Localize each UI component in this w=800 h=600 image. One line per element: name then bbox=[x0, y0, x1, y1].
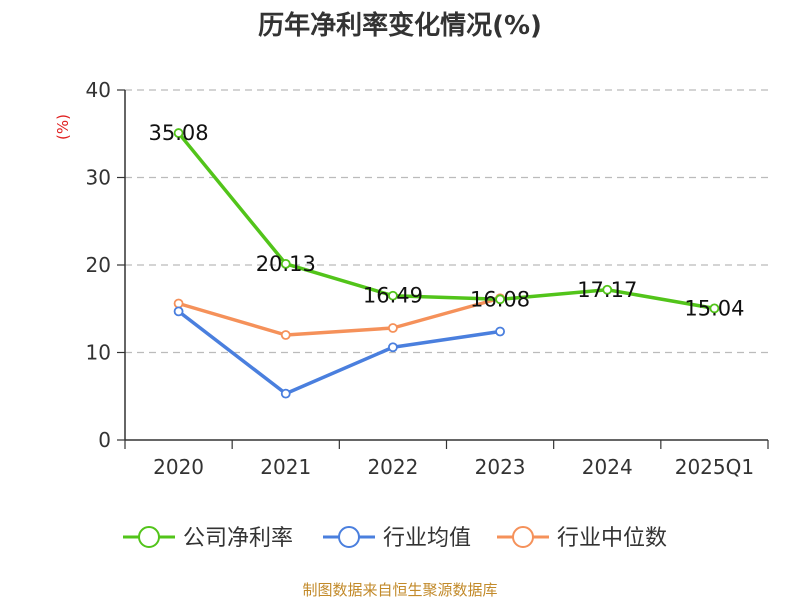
y-tick-label: 40 bbox=[86, 78, 111, 102]
x-tick-label: 2022 bbox=[367, 455, 418, 479]
data-label: 15.04 bbox=[684, 296, 744, 320]
y-tick-label: 20 bbox=[86, 253, 111, 277]
series-line bbox=[176, 309, 502, 396]
data-label: 16.08 bbox=[470, 287, 530, 311]
data-point bbox=[388, 342, 398, 353]
series-line bbox=[176, 296, 502, 337]
legend-marker bbox=[338, 526, 360, 548]
data-label: 35.08 bbox=[149, 121, 209, 145]
legend-label: 公司净利率 bbox=[183, 526, 293, 551]
data-point bbox=[173, 306, 184, 317]
data-label: 17.17 bbox=[577, 278, 637, 302]
y-axis-unit-label: (%) bbox=[54, 114, 72, 140]
data-label: 20.13 bbox=[256, 252, 316, 276]
data-point bbox=[280, 388, 291, 399]
legend-marker bbox=[138, 526, 160, 548]
x-tick-label: 2023 bbox=[475, 455, 526, 479]
legend-item: 行业中位数 bbox=[497, 526, 667, 551]
data-point bbox=[173, 128, 184, 138]
chart-title: 历年净利率变化情况(%) bbox=[258, 10, 542, 41]
data-point bbox=[495, 326, 505, 337]
data-point bbox=[388, 290, 398, 301]
y-tick-label: 10 bbox=[86, 341, 111, 365]
x-tick-label: 2021 bbox=[260, 455, 311, 479]
series-line bbox=[176, 131, 717, 311]
legend-item: 行业均值 bbox=[323, 526, 471, 551]
data-labels: 35.08 20.13 16.49 16.08 17.17 15.04 bbox=[149, 121, 745, 320]
data-point bbox=[709, 303, 720, 314]
data-point bbox=[602, 284, 613, 295]
data-point bbox=[173, 298, 184, 309]
legend-label: 行业中位数 bbox=[557, 526, 667, 551]
x-tick-label: 2024 bbox=[582, 455, 633, 479]
data-point bbox=[280, 258, 291, 269]
data-point bbox=[280, 330, 291, 340]
x-tick-label: 2025Q1 bbox=[675, 455, 754, 479]
data-point bbox=[495, 294, 505, 305]
axes: 0 10 20 30 40 2020 2021 2022 2023 2024 2025Q1 bbox=[86, 78, 769, 479]
series-group bbox=[173, 128, 720, 399]
x-tick-label: 2020 bbox=[153, 455, 204, 479]
legend: 公司净利率 行业均值 行业中位数 bbox=[123, 526, 667, 551]
legend-item: 公司净利率 bbox=[123, 526, 293, 551]
y-tick-label: 30 bbox=[86, 166, 111, 190]
y-tick-label: 0 bbox=[98, 428, 111, 452]
data-point bbox=[388, 323, 398, 333]
legend-label: 行业均值 bbox=[383, 526, 471, 551]
legend-marker bbox=[512, 526, 534, 548]
data-label: 16.49 bbox=[363, 284, 423, 308]
source-note: 制图数据来自恒生聚源数据库 bbox=[302, 581, 497, 599]
